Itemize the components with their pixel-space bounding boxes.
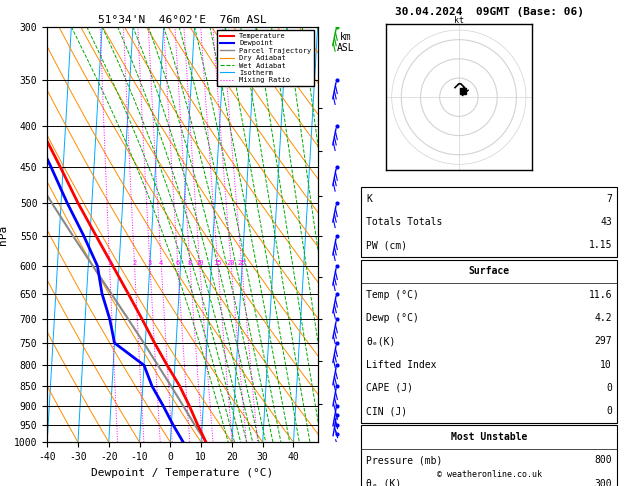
Text: 1.15: 1.15	[589, 241, 612, 250]
Text: 0: 0	[606, 383, 612, 393]
Text: CIN (J): CIN (J)	[366, 406, 407, 416]
X-axis label: kt: kt	[454, 16, 464, 25]
Y-axis label: hPa: hPa	[0, 225, 8, 244]
Title: 51°34'N  46°02'E  76m ASL: 51°34'N 46°02'E 76m ASL	[98, 15, 267, 25]
Text: K: K	[366, 194, 372, 204]
Text: © weatheronline.co.uk: © weatheronline.co.uk	[437, 469, 542, 479]
Text: 300: 300	[594, 479, 612, 486]
Text: 297: 297	[594, 336, 612, 346]
Text: Totals Totals: Totals Totals	[366, 217, 442, 227]
Text: 8: 8	[188, 260, 192, 266]
Text: 11.6: 11.6	[589, 290, 612, 299]
Text: 7: 7	[606, 194, 612, 204]
Text: Dewp (°C): Dewp (°C)	[366, 313, 419, 323]
Text: PW (cm): PW (cm)	[366, 241, 407, 250]
Text: Most Unstable: Most Unstable	[451, 432, 527, 442]
Text: 3: 3	[148, 260, 152, 266]
Text: 1LCL: 1LCL	[323, 403, 343, 412]
Text: 4: 4	[159, 260, 164, 266]
Text: 800: 800	[594, 455, 612, 465]
Text: Temp (°C): Temp (°C)	[366, 290, 419, 299]
Text: 6: 6	[175, 260, 180, 266]
Text: 2: 2	[133, 260, 136, 266]
X-axis label: Dewpoint / Temperature (°C): Dewpoint / Temperature (°C)	[91, 468, 274, 478]
Text: 15: 15	[214, 260, 222, 266]
Legend: Temperature, Dewpoint, Parcel Trajectory, Dry Adiabat, Wet Adiabat, Isotherm, Mi: Temperature, Dewpoint, Parcel Trajectory…	[217, 30, 314, 86]
Text: θₑ (K): θₑ (K)	[366, 479, 401, 486]
Text: 10: 10	[196, 260, 204, 266]
Text: 43: 43	[600, 217, 612, 227]
Text: 0: 0	[606, 406, 612, 416]
Text: 30.04.2024  09GMT (Base: 06): 30.04.2024 09GMT (Base: 06)	[394, 7, 584, 17]
Text: 1: 1	[108, 260, 112, 266]
Text: 10: 10	[600, 360, 612, 369]
Text: Surface: Surface	[469, 266, 509, 276]
Text: CAPE (J): CAPE (J)	[366, 383, 413, 393]
Text: 20: 20	[227, 260, 235, 266]
Text: Lifted Index: Lifted Index	[366, 360, 437, 369]
Text: 4.2: 4.2	[594, 313, 612, 323]
Text: Pressure (mb): Pressure (mb)	[366, 455, 442, 465]
Text: 25: 25	[238, 260, 246, 266]
Text: km
ASL: km ASL	[337, 32, 355, 53]
Text: θₑ(K): θₑ(K)	[366, 336, 396, 346]
